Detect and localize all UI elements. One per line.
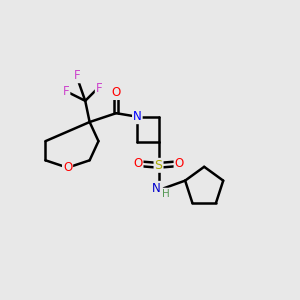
Text: F: F <box>74 69 80 82</box>
Text: S: S <box>154 159 163 172</box>
Text: H: H <box>162 189 170 199</box>
Text: O: O <box>112 86 121 99</box>
Text: O: O <box>175 157 184 170</box>
Text: F: F <box>63 85 69 98</box>
Text: N: N <box>133 110 142 123</box>
Text: O: O <box>133 157 142 170</box>
Text: O: O <box>63 161 72 174</box>
Text: N: N <box>152 182 161 195</box>
Text: F: F <box>96 82 102 95</box>
